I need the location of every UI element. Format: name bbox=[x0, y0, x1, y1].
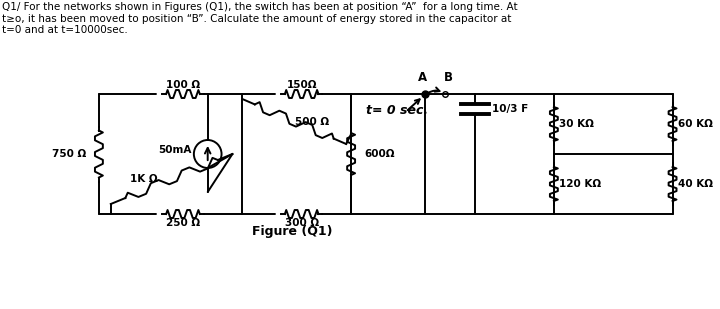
Text: 120 KΩ: 120 KΩ bbox=[559, 179, 601, 189]
Text: 100 Ω: 100 Ω bbox=[166, 80, 200, 90]
Text: 60 KΩ: 60 KΩ bbox=[678, 119, 712, 129]
Text: 40 KΩ: 40 KΩ bbox=[678, 179, 713, 189]
Text: Figure (Q1): Figure (Q1) bbox=[251, 226, 332, 239]
Text: 250 Ω: 250 Ω bbox=[166, 218, 200, 228]
Text: 10/3 F: 10/3 F bbox=[492, 104, 528, 114]
Text: B: B bbox=[444, 71, 453, 84]
Text: 150Ω: 150Ω bbox=[287, 80, 317, 90]
Text: 300 Ω: 300 Ω bbox=[284, 218, 319, 228]
Text: 50mA: 50mA bbox=[158, 145, 192, 155]
Text: t= 0 sec.: t= 0 sec. bbox=[366, 104, 428, 117]
Text: 750 Ω: 750 Ω bbox=[52, 149, 86, 159]
Text: 600Ω: 600Ω bbox=[364, 149, 395, 159]
Text: A: A bbox=[418, 71, 427, 84]
Text: 1K Ω: 1K Ω bbox=[130, 174, 158, 184]
Text: Q1/ For the networks shown in Figures (Q1), the switch has been at position “A” : Q1/ For the networks shown in Figures (Q… bbox=[2, 2, 518, 35]
Text: 500 Ω: 500 Ω bbox=[295, 116, 329, 126]
Text: 30 KΩ: 30 KΩ bbox=[559, 119, 594, 129]
